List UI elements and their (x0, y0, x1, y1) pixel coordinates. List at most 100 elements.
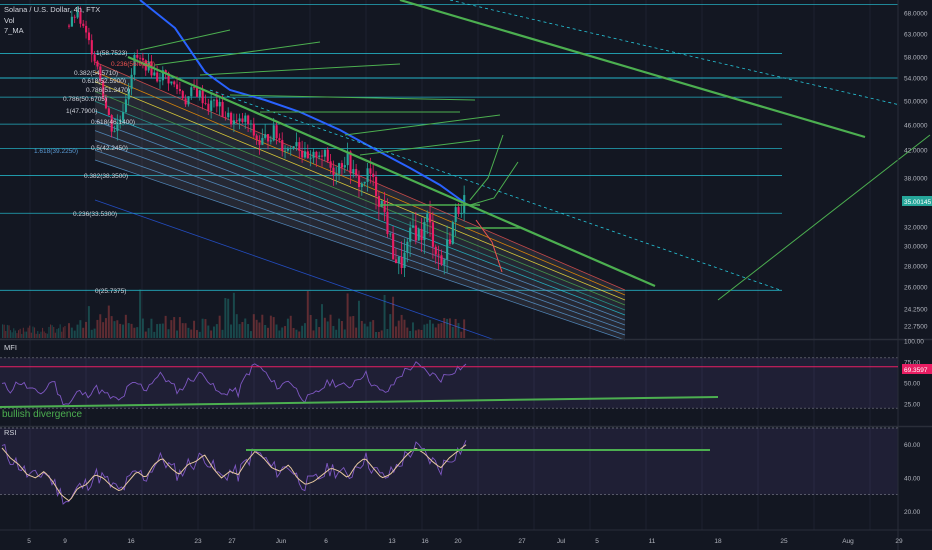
channel-line (94, 130, 626, 326)
volume-bar (187, 327, 190, 338)
price-tick-label: 26.0000 (904, 285, 928, 292)
volume-bar (18, 330, 20, 338)
volume-bar (147, 328, 150, 338)
volume-bar (181, 323, 184, 338)
volume-bar (53, 326, 55, 338)
candle-body (261, 137, 264, 145)
volume-bar (394, 326, 397, 338)
candle-body (426, 214, 429, 223)
candle-body (232, 120, 236, 125)
volume-bar (267, 327, 269, 338)
channel-line (94, 81, 626, 301)
bullish-divergence-note: bullish divergence (2, 409, 82, 420)
candle-body (184, 98, 187, 105)
channel-line (94, 120, 626, 321)
volume-bar (258, 322, 261, 338)
candle-body (343, 165, 346, 168)
rsi-label: RSI (4, 428, 17, 437)
volume-bar (215, 324, 218, 338)
candle-body (284, 150, 287, 152)
pane-tick-label: 75.00 (904, 360, 921, 367)
candle-body (315, 151, 318, 158)
volume-bar (286, 318, 289, 338)
volume-bar (403, 319, 406, 338)
volume-bar (269, 315, 272, 338)
candle-body (286, 148, 290, 151)
candle-body (380, 201, 383, 207)
symbol-title: Solana / U.S. Dollar, 4h, FTX (4, 5, 100, 14)
candle-body (321, 155, 324, 157)
candle-body (124, 99, 127, 113)
volume-bar (99, 314, 102, 338)
volume-bar (130, 323, 133, 338)
volume-bar (150, 318, 153, 338)
candle-body (136, 55, 139, 58)
oscillator-line (1, 361, 467, 406)
candle-body (76, 11, 79, 18)
price-grid (0, 0, 898, 530)
volume-bar (255, 319, 258, 338)
candle-body (178, 89, 182, 92)
volume-bar (338, 318, 341, 338)
fib-label: 0(25.7375) (95, 288, 126, 295)
volume-bar (238, 324, 241, 338)
volume-bar (411, 322, 414, 338)
candle-body (164, 70, 167, 73)
volume-bar (161, 323, 164, 338)
price-tick-label: 42.0000 (904, 148, 928, 155)
candle-body (153, 72, 156, 76)
volume-bar (26, 331, 28, 338)
candle-body (241, 118, 244, 122)
annotation-arrow (199, 63, 401, 76)
candle-body (403, 252, 406, 268)
volume-bar (227, 298, 230, 338)
volume-bar (22, 327, 24, 338)
time-tick-label: 11 (649, 538, 656, 545)
volume-bar (27, 327, 29, 338)
volume-bar (426, 323, 429, 338)
price-overlays: 1(58.7523)0.236(56.0250)0.382(54.5710)0.… (34, 0, 931, 301)
volume-bar (355, 327, 358, 338)
fib-label: 0.786(51.3470) (86, 87, 130, 94)
candle-body (221, 101, 224, 117)
candle-body (400, 256, 403, 268)
volume-bar (198, 331, 201, 338)
candle-body (318, 155, 321, 158)
volume-bar (82, 327, 85, 338)
candle-body (96, 61, 99, 67)
pane-tick-label: 20.00 (904, 509, 921, 516)
volume-bar (318, 327, 321, 338)
candle-body (267, 134, 270, 142)
time-tick-label: 18 (714, 538, 722, 545)
volume-bar (37, 331, 39, 338)
volume-bar (164, 315, 167, 338)
candle-body (389, 233, 392, 235)
volume-bar (443, 317, 446, 338)
candle-body (139, 57, 142, 59)
volume-bar (392, 296, 395, 338)
candle-body (252, 123, 255, 136)
channel-line (94, 100, 626, 311)
candle-body (355, 169, 358, 176)
volume-bar (201, 318, 204, 338)
volume-bar (377, 331, 380, 338)
candle-body (230, 112, 233, 125)
candle-body (249, 123, 253, 125)
dashed-trendline (449, 0, 901, 106)
bullish-projection (469, 161, 519, 206)
volume-bar (193, 320, 196, 338)
time-tick-label: 9 (63, 538, 67, 545)
candle-body (68, 25, 71, 27)
volume-bar (397, 320, 400, 338)
candle-body (377, 196, 381, 207)
volume-bar (113, 321, 116, 338)
volume-bar (127, 323, 130, 338)
volume-bar (278, 330, 281, 338)
volume-bar (429, 319, 432, 338)
volume-bar (43, 331, 45, 338)
major-trendline (399, 0, 866, 139)
candle-body (93, 54, 96, 62)
volume-bar (153, 331, 156, 338)
